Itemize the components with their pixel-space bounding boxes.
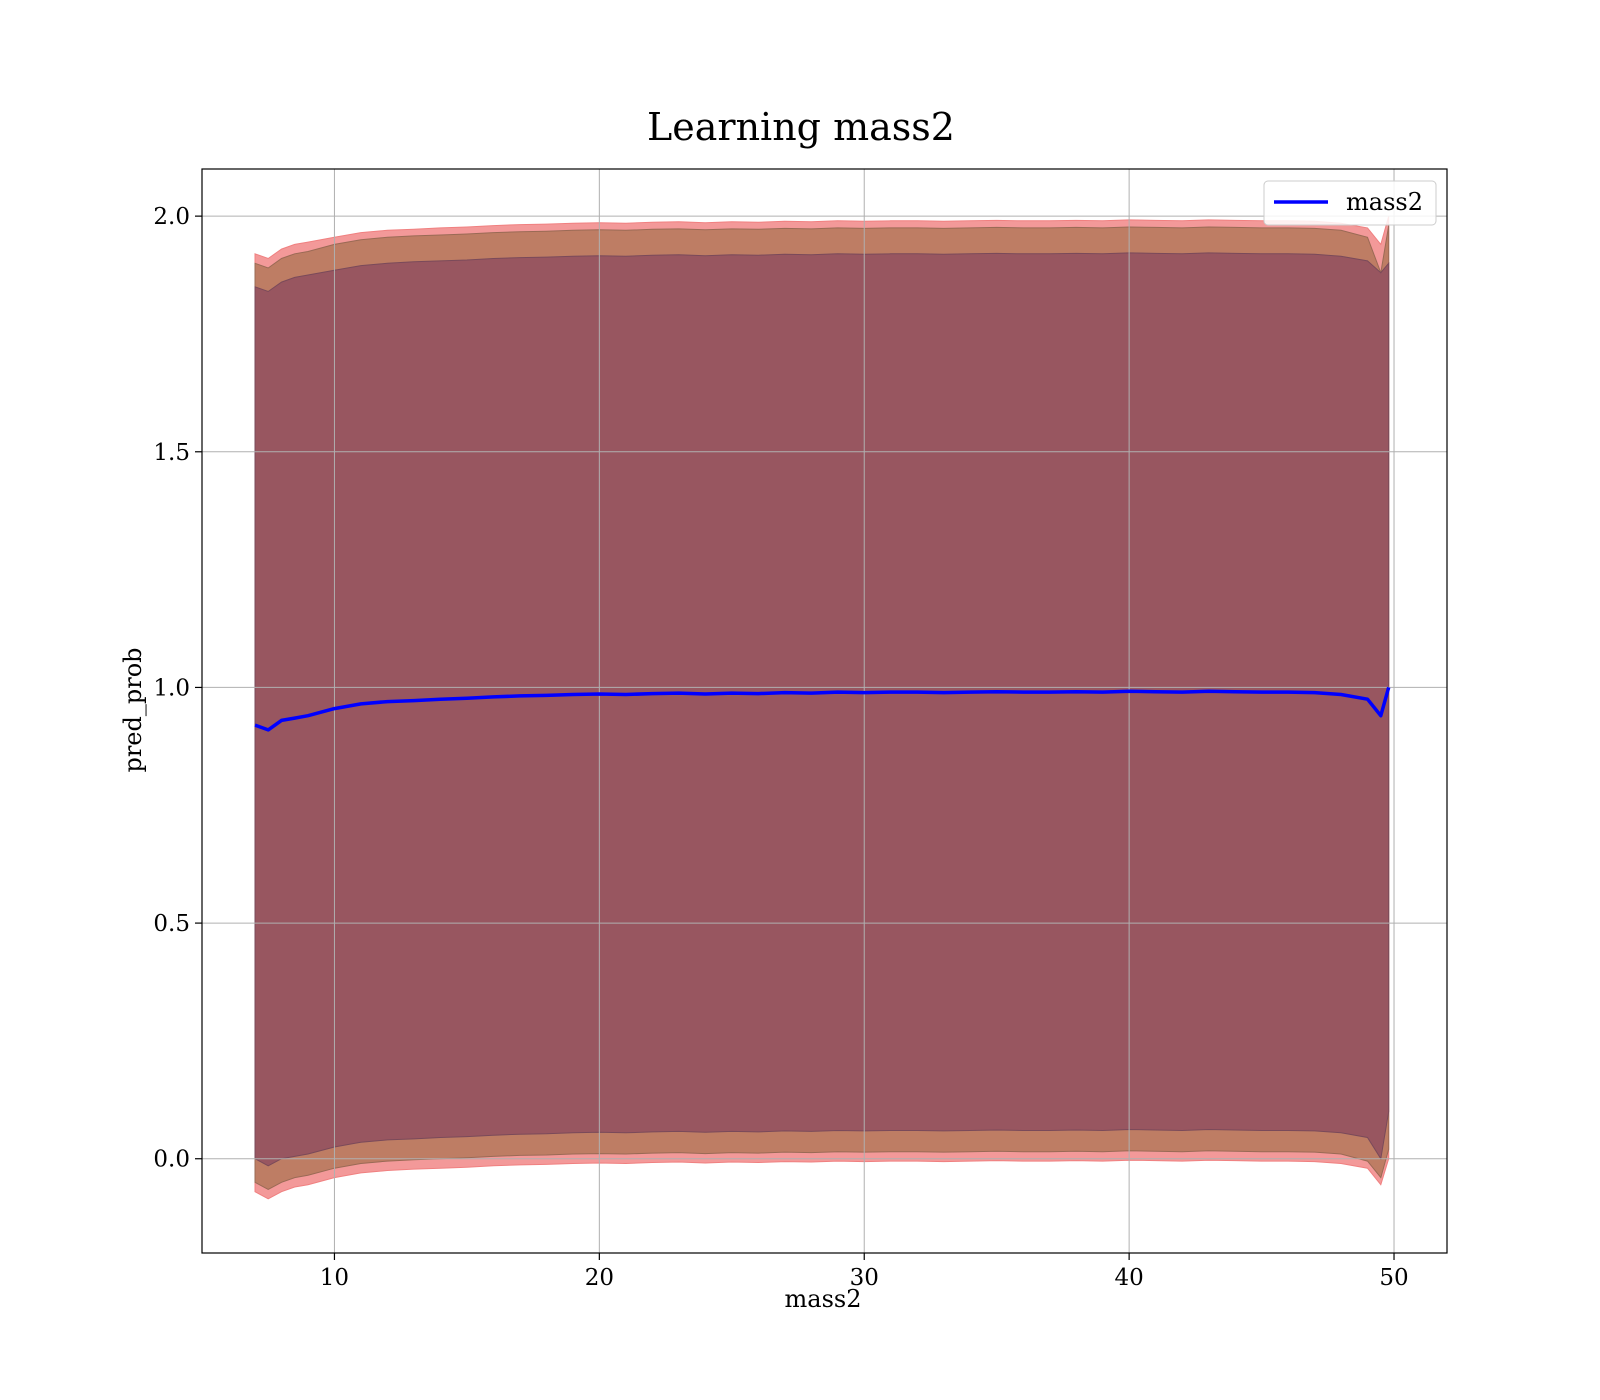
series-lines xyxy=(254,686,1391,732)
y-tick-label: 0.5 xyxy=(153,911,190,937)
chart-title: Learning mass2 xyxy=(647,105,955,149)
x-tick-label: 30 xyxy=(850,1265,879,1291)
y-tick-label: 2.0 xyxy=(153,204,190,230)
x-tick-label: 40 xyxy=(1114,1265,1143,1291)
plot-frame xyxy=(201,168,1448,1254)
plot-area xyxy=(201,168,1448,1254)
y-tick-label: 0.0 xyxy=(153,1147,190,1173)
x-axis-ticks: 10 20 30 40 50 xyxy=(320,1253,1409,1291)
series-line-mass2 xyxy=(254,686,1391,732)
y-axis-label: pred_prob xyxy=(119,647,147,772)
band-inner xyxy=(254,252,1390,1167)
legend-entry-mass2: mass2 xyxy=(1346,188,1423,216)
confidence-bands xyxy=(254,215,1390,1200)
x-tick-label: 20 xyxy=(585,1265,614,1291)
x-tick-label: 50 xyxy=(1379,1265,1408,1291)
grid-lines xyxy=(202,169,1447,1253)
y-tick-label: 1.5 xyxy=(153,440,190,466)
x-tick-label: 10 xyxy=(320,1265,349,1291)
y-axis-ticks: 0.0 0.5 1.0 1.5 2.0 xyxy=(153,204,202,1173)
x-axis-label: mass2 xyxy=(785,1285,862,1313)
legend: mass2 xyxy=(1263,180,1437,226)
legend-box xyxy=(1263,180,1437,226)
y-tick-label: 1.0 xyxy=(153,675,190,701)
